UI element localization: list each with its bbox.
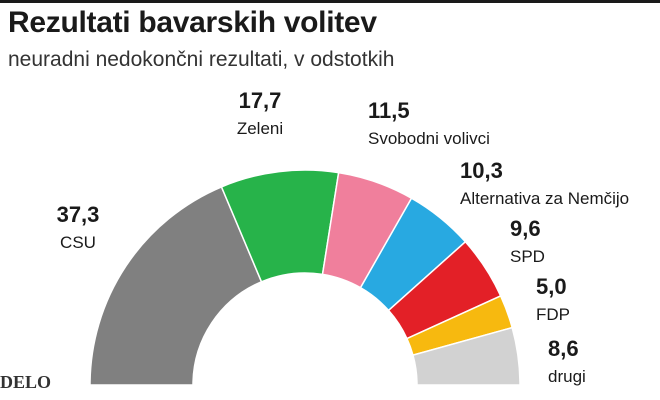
party-label-spd: SPD [510, 247, 545, 266]
publisher-logo: DELO [0, 372, 52, 392]
value-label-fdp: 5,0 [536, 274, 567, 299]
chart-subtitle: neuradni nedokončni rezultati, v odstotk… [8, 48, 395, 71]
party-label-alternativa-za-nemcijo: Alternativa za Nemčijo [460, 189, 629, 208]
party-label-fdp: FDP [536, 305, 570, 324]
value-label-csu: 37,3 [57, 202, 100, 227]
labels-group: 37,3 CSU 17,7 Zeleni 11,5 Svobodni volivci 10,… [57, 88, 630, 386]
party-label-csu: CSU [60, 233, 96, 252]
segment-csu [89, 185, 263, 386]
value-label-alternativa-za-nemcijo: 10,3 [460, 158, 503, 183]
party-label-drugi: drugi [548, 367, 586, 386]
top-rule [0, 0, 660, 3]
party-label-svobodni-volivci: Svobodni volivci [368, 129, 490, 148]
party-label-zeleni: Zeleni [237, 119, 283, 138]
chart-title: Rezultati bavarskih volitev [8, 6, 377, 39]
value-label-svobodni-volivci: 11,5 [368, 98, 410, 123]
segment-drugi [412, 326, 521, 386]
segments-group [89, 169, 521, 386]
value-label-drugi: 8,6 [548, 336, 579, 361]
value-label-spd: 9,6 [510, 216, 541, 241]
value-label-zeleni: 17,7 [239, 88, 282, 113]
